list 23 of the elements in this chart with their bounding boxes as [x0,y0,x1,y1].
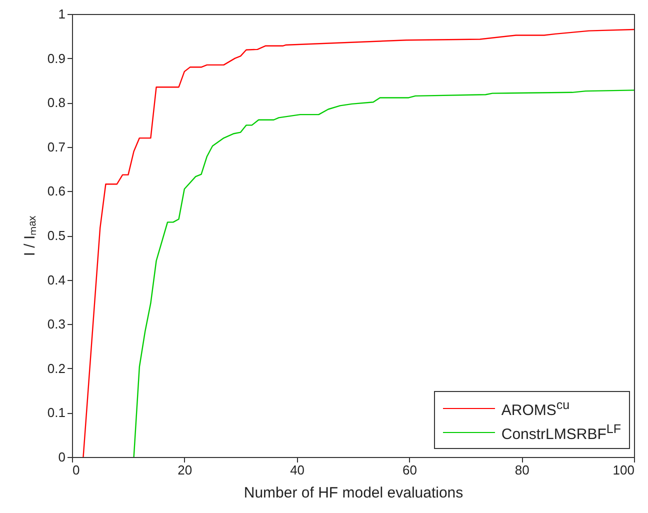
y-axis-title: I / Iₘₐₓ [21,216,38,256]
y-tick-label: 1 [58,6,66,22]
y-tick-label: 0 [58,450,66,464]
line-series [82,28,634,457]
y-tick-label: 0.1 [47,405,66,420]
y-tick-label: 0.6 [47,184,66,199]
y-tick-label: 0.7 [47,139,66,154]
line-series [133,90,634,457]
y-tick-label: 0.4 [47,272,66,288]
x-tick-label: 20 [178,462,192,478]
x-tick-label: 60 [402,462,417,478]
y-tick-label: 0.8 [47,95,66,110]
y-tick-label: 0.9 [47,50,66,66]
y-tick-label: 0.2 [47,360,66,376]
legend-label: AROMS$^{cu}$ [501,398,570,418]
x-tick-label: 40 [290,462,305,478]
y-tick-label: 0.3 [47,316,66,332]
x-tick-label: 0 [72,462,80,478]
x-tick-label: 100 [612,462,634,478]
y-tick-label: 0.5 [47,228,66,243]
x-axis-title: Number of HF model evaluations [244,484,464,502]
x-tick-label: 80 [514,462,530,478]
legend-label: ConstrLMSRBF$^{LF}$ [501,422,621,442]
